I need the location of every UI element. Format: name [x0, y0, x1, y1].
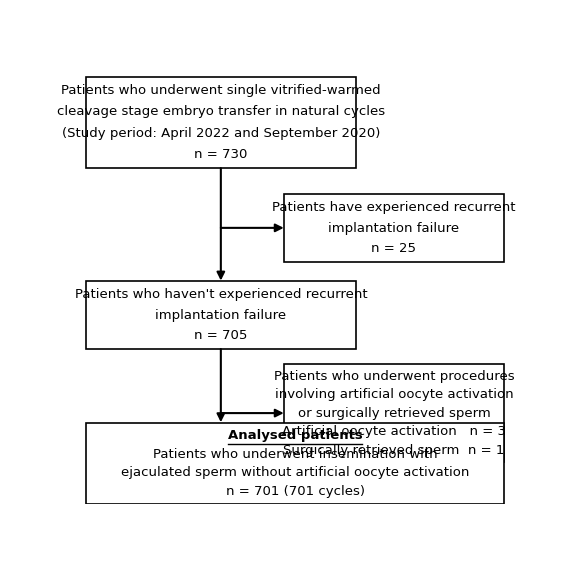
FancyBboxPatch shape [86, 423, 504, 504]
Text: cleavage stage embryo transfer in natural cycles: cleavage stage embryo transfer in natura… [57, 105, 385, 118]
Text: Patients who underwent procedures: Patients who underwent procedures [274, 370, 514, 383]
FancyBboxPatch shape [86, 76, 356, 168]
Text: Patients have experienced recurrent: Patients have experienced recurrent [272, 201, 516, 214]
Text: ejaculated sperm without artificial oocyte activation: ejaculated sperm without artificial oocy… [121, 466, 469, 479]
Text: Patients who underwent insemination with: Patients who underwent insemination with [153, 448, 437, 461]
Text: Patients who underwent single vitrified-warmed: Patients who underwent single vitrified-… [61, 84, 380, 97]
Text: n = 730: n = 730 [194, 148, 248, 161]
Text: Surgically retrieved sperm  n = 1: Surgically retrieved sperm n = 1 [283, 444, 505, 457]
Text: involving artificial oocyte activation: involving artificial oocyte activation [274, 388, 513, 401]
Text: n = 701 (701 cycles): n = 701 (701 cycles) [226, 485, 364, 498]
FancyBboxPatch shape [86, 281, 356, 349]
Text: n = 25: n = 25 [371, 242, 416, 255]
Text: Analysed patients: Analysed patients [227, 429, 362, 442]
Text: implantation failure: implantation failure [155, 308, 287, 321]
Text: n = 705: n = 705 [194, 329, 248, 342]
FancyBboxPatch shape [284, 194, 504, 262]
Text: Artificial oocyte activation   n = 3: Artificial oocyte activation n = 3 [282, 425, 506, 438]
Text: (Study period: April 2022 and September 2020): (Study period: April 2022 and September … [61, 127, 380, 140]
Text: implantation failure: implantation failure [328, 221, 459, 234]
FancyBboxPatch shape [284, 365, 504, 462]
Text: or surgically retrieved sperm: or surgically retrieved sperm [298, 407, 490, 420]
Text: Patients who haven't experienced recurrent: Patients who haven't experienced recurre… [74, 288, 367, 301]
